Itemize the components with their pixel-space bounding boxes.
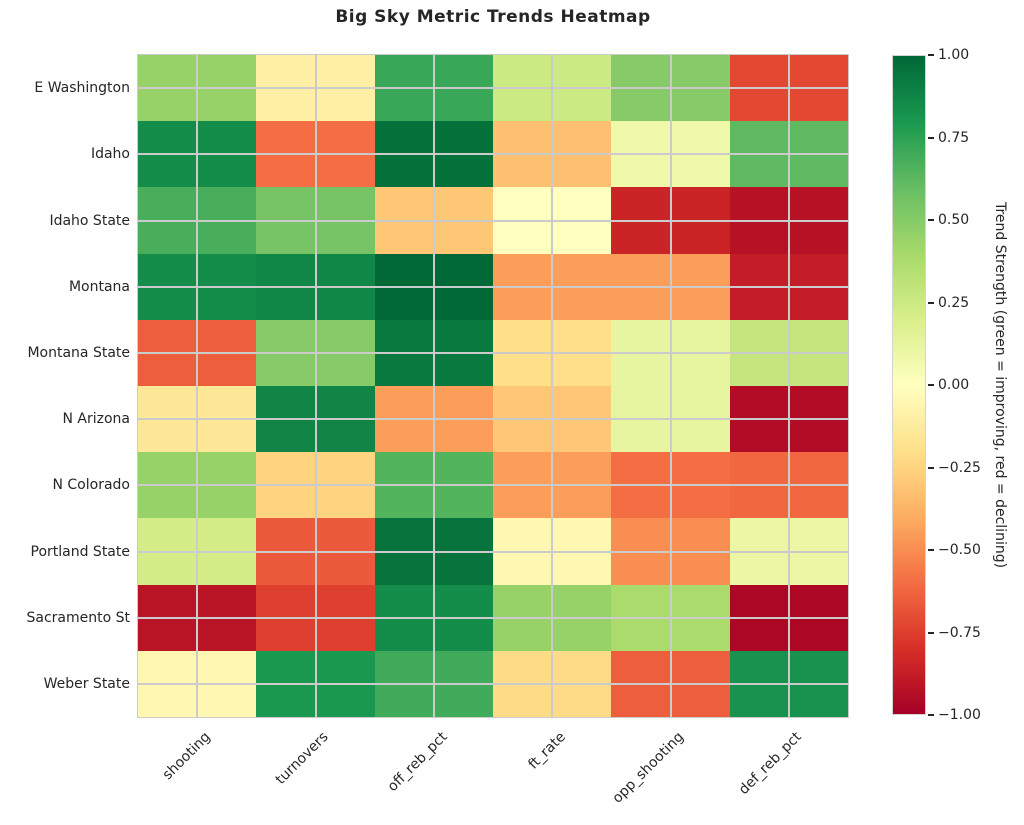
y-tick-label: Montana State <box>27 344 130 361</box>
heatmap-cell <box>374 584 493 651</box>
heatmap-cell <box>374 385 493 453</box>
colorbar-tick-mark <box>928 466 934 469</box>
colorbar-tick-label: −1.00 <box>938 707 981 723</box>
heatmap-cell <box>138 121 257 188</box>
heatmap-cell <box>611 319 730 386</box>
heatmap-cell <box>256 319 375 386</box>
heatmap-cell <box>729 187 848 254</box>
heatmap-cell <box>256 55 375 122</box>
heatmap-cell <box>611 584 730 651</box>
heatmap-cell <box>493 187 612 254</box>
heatmap-cell <box>493 452 612 519</box>
heatmap-cell <box>729 319 848 386</box>
heatmap-cell <box>256 518 375 585</box>
heatmap-cell <box>374 518 493 585</box>
heatmap-cell <box>374 319 493 386</box>
heatmap-cell <box>611 452 730 519</box>
heatmap-cell <box>493 121 612 188</box>
heatmap-cell <box>138 584 257 651</box>
heatmap-cell <box>256 584 375 651</box>
colorbar-tick-label: 0.75 <box>938 129 970 146</box>
y-tick-label: Weber State <box>43 675 130 692</box>
heatmap-cell <box>493 584 612 651</box>
colorbar-tick-label: −0.75 <box>938 624 981 641</box>
heatmap-cell <box>374 187 493 254</box>
colorbar-tick-label: 0.50 <box>938 212 970 228</box>
heatmap-cell <box>611 650 730 717</box>
heatmap-cell <box>374 253 493 320</box>
heatmap-cell <box>493 650 612 717</box>
heatmap-cell <box>493 55 612 122</box>
heatmap-cell <box>138 253 257 320</box>
y-tick-label: E Washington <box>34 80 130 97</box>
heatmap-cell <box>611 518 730 585</box>
heatmap-cell <box>138 452 257 519</box>
heatmap-cell <box>256 385 375 453</box>
heatmap-cell <box>374 650 493 717</box>
heatmap-cell <box>256 187 375 254</box>
colorbar-tick-mark <box>928 549 934 551</box>
heatmap-cell <box>493 319 612 386</box>
heatmap-cell <box>374 452 493 519</box>
heatmap-cell <box>256 650 375 717</box>
x-tick-label: opp_shooting <box>609 729 687 807</box>
heatmap-cell <box>138 385 257 453</box>
colorbar-tick-label: 0.00 <box>938 377 970 393</box>
heatmap-cell <box>374 121 493 188</box>
colorbar-tick-label: −0.50 <box>938 542 981 558</box>
y-tick-label: Montana <box>68 278 130 295</box>
heatmap-cell <box>138 55 257 122</box>
heatmap-cell <box>138 650 257 717</box>
y-tick-label: Idaho State <box>49 212 130 229</box>
colorbar-tick-mark <box>928 136 934 139</box>
x-tick-label: ft_rate <box>524 729 569 773</box>
heatmap-cell <box>729 518 848 585</box>
heatmap-cell <box>493 385 612 453</box>
heatmap-cell <box>611 187 730 254</box>
heatmap-cell <box>729 121 848 188</box>
colorbar-tick-mark <box>928 301 934 304</box>
heatmap-cell <box>611 253 730 320</box>
colorbar-tick-label: −0.25 <box>938 459 981 476</box>
colorbar-tick-label: 1.00 <box>938 47 970 63</box>
x-tick-label: turnovers <box>272 729 332 788</box>
heatmap-cell <box>256 253 375 320</box>
y-tick-label: Portland State <box>30 543 131 560</box>
heatmap-cell <box>611 121 730 188</box>
heatmap-cell <box>729 650 848 717</box>
x-tick-label: def_reb_pct <box>736 729 806 798</box>
colorbar-tick-mark <box>928 714 934 716</box>
heatmap-cell <box>374 55 493 122</box>
colorbar-label: Trend Strength (green = improving, red =… <box>992 201 1008 569</box>
colorbar-tick-mark <box>928 631 934 634</box>
heatmap-cell <box>729 385 848 453</box>
heatmap <box>137 54 849 718</box>
heatmap-cell <box>493 253 612 320</box>
y-tick-label: Sacramento St <box>26 609 130 626</box>
heatmap-cell <box>493 518 612 585</box>
y-tick-label: Idaho <box>90 146 130 163</box>
colorbar-gradient <box>892 55 926 715</box>
heatmap-cell <box>256 121 375 188</box>
heatmap-cell <box>138 518 257 585</box>
colorbar-tick-mark <box>928 54 934 56</box>
heatmap-cell <box>611 55 730 122</box>
x-tick-label: shooting <box>159 729 214 784</box>
heatmap-cell <box>256 452 375 519</box>
x-tick-label: off_reb_pct <box>384 729 451 795</box>
heatmap-cell <box>729 253 848 320</box>
heatmap-cell <box>729 452 848 519</box>
heatmap-cell <box>138 319 257 386</box>
y-tick-label: N Colorado <box>52 477 130 494</box>
colorbar-tick-mark <box>928 219 934 221</box>
heatmap-cell <box>729 584 848 651</box>
heatmap-cell <box>611 385 730 453</box>
colorbar-tick-mark <box>928 384 934 386</box>
heatmap-cell <box>138 187 257 254</box>
colorbar-tick-label: 0.25 <box>938 294 970 311</box>
chart-title: Big Sky Metric Trends Heatmap <box>335 7 651 27</box>
y-tick-label: N Arizona <box>62 411 130 428</box>
heatmap-cell <box>729 55 848 122</box>
